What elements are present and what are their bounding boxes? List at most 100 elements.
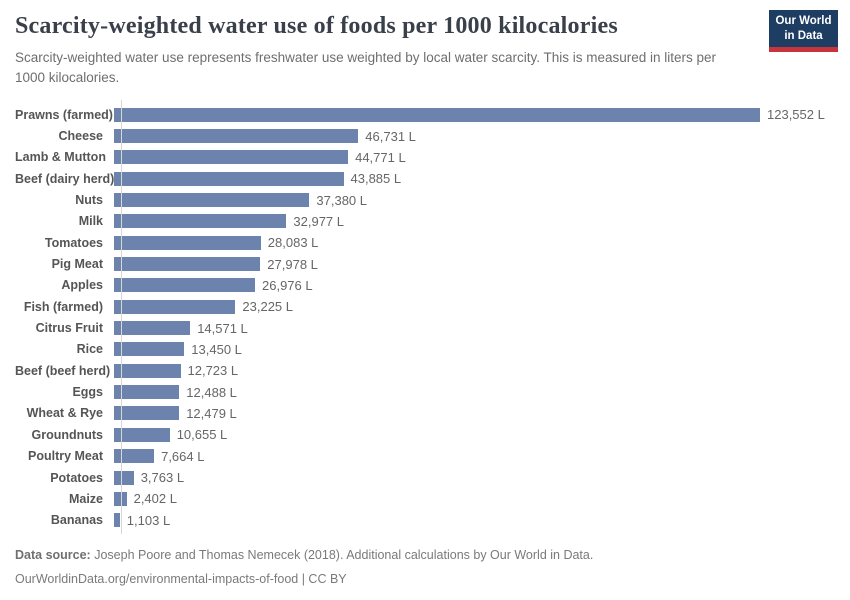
bar-track: 7,664 L [112, 449, 840, 464]
chart-row: Beef (dairy herd) 43,885 L [15, 168, 840, 189]
chart-row: Wheat & Rye 12,479 L [15, 403, 840, 424]
bar[interactable] [114, 278, 255, 293]
bar-track: 46,731 L [112, 129, 840, 144]
chart-row: Cheese 46,731 L [15, 125, 840, 146]
owid-logo-line2: in Data [784, 29, 823, 42]
value-label: 44,771 L [355, 149, 406, 165]
bar[interactable] [114, 363, 181, 378]
bar[interactable] [114, 342, 185, 357]
value-label: 23,225 L [242, 299, 293, 315]
value-label: 26,976 L [262, 277, 313, 293]
value-label: 3,763 L [140, 470, 185, 486]
bar-track: 23,225 L [112, 299, 840, 314]
data-source-line: Data source: Joseph Poore and Thomas Nem… [15, 544, 593, 568]
bar-track: 37,380 L [112, 193, 840, 208]
bar-track: 2,402 L [112, 491, 840, 506]
value-label: 32,977 L [293, 213, 344, 229]
category-label: Potatoes [50, 470, 103, 485]
category-label: Tomatoes [44, 235, 103, 250]
category-label: Nuts [75, 193, 103, 208]
category-label: Poultry Meat [27, 449, 103, 464]
value-label: 12,479 L [186, 405, 237, 421]
chart-row: Prawns (farmed) 123,552 L [15, 104, 840, 125]
bar-track: 28,083 L [112, 235, 840, 250]
value-label: 13,450 L [191, 341, 242, 357]
category-label: Pig Meat [51, 257, 103, 272]
value-label: 12,488 L [186, 384, 237, 400]
bar-track: 123,552 L [112, 107, 840, 122]
bar[interactable] [114, 491, 127, 506]
chart-row: Lamb & Mutton 44,771 L [15, 147, 840, 168]
bar[interactable] [114, 235, 261, 250]
bar[interactable] [114, 513, 120, 528]
chart-row: Tomatoes 28,083 L [15, 232, 840, 253]
chart-row: Pig Meat 27,978 L [15, 253, 840, 274]
chart-row: Bananas 1,103 L [15, 510, 840, 531]
category-label: Citrus Fruit [35, 321, 103, 336]
bar-track: 27,978 L [112, 257, 840, 272]
bar-track: 12,488 L [112, 385, 840, 400]
bar[interactable] [114, 385, 180, 400]
owid-logo: Our World in Data [769, 10, 838, 52]
chart-row: Apples 26,976 L [15, 275, 840, 296]
bar-track: 3,763 L [112, 470, 840, 485]
data-source-label: Data source: [15, 548, 91, 562]
chart-row: Poultry Meat 7,664 L [15, 446, 840, 467]
chart-header: Scarcity-weighted water use of foods per… [15, 13, 755, 89]
chart-footer: Data source: Joseph Poore and Thomas Nem… [15, 544, 593, 592]
chart-subtitle: Scarcity-weighted water use represents f… [15, 50, 717, 86]
value-label: 46,731 L [365, 128, 416, 144]
category-label: Apples [61, 278, 103, 293]
value-label: 12,723 L [187, 363, 239, 379]
chart-row: Groundnuts 10,655 L [15, 424, 840, 445]
bar-track: 10,655 L [112, 427, 840, 442]
chart-row: Nuts 37,380 L [15, 189, 840, 210]
value-label: 10,655 L [176, 427, 228, 443]
bar[interactable] [114, 470, 134, 485]
data-source-text: Joseph Poore and Thomas Nemecek (2018). … [90, 548, 594, 562]
bar[interactable] [114, 193, 310, 208]
bar[interactable] [114, 257, 261, 272]
chart-row: Milk 32,977 L [15, 211, 840, 232]
chart-row: Beef (beef herd) 12,723 L [15, 360, 840, 381]
value-label: 27,978 L [267, 256, 318, 272]
bar[interactable] [114, 449, 155, 464]
category-label: Wheat & Rye [26, 406, 103, 421]
chart-row: Maize 2,402 L [15, 488, 840, 509]
license-line: OurWorldinData.org/environmental-impacts… [15, 571, 347, 586]
chart-row: Potatoes 3,763 L [15, 467, 840, 488]
bar[interactable] [114, 129, 359, 144]
bar[interactable] [114, 321, 191, 336]
bar[interactable] [114, 406, 180, 421]
bar-track: 43,885 L [112, 171, 840, 186]
bar-chart: Prawns (farmed) 123,552 L Cheese 46,731 L La… [15, 100, 840, 534]
category-label: Prawns (farmed) [15, 107, 113, 122]
bar-track: 32,977 L [112, 214, 840, 229]
bar[interactable] [114, 150, 349, 165]
chart-row: Fish (farmed) 23,225 L [15, 296, 840, 317]
bar-track: 14,571 L [112, 321, 840, 336]
chart-row: Citrus Fruit 14,571 L [15, 317, 840, 338]
category-label: Fish (farmed) [23, 299, 103, 314]
bar[interactable] [114, 107, 760, 122]
bar[interactable] [114, 427, 170, 442]
chart-row: Rice 13,450 L [15, 339, 840, 360]
value-label: 14,571 L [197, 320, 248, 336]
bar[interactable] [114, 214, 287, 229]
bar-track: 1,103 L [112, 513, 840, 528]
owid-logo-line1: Our World [775, 14, 832, 27]
page-title: Scarcity-weighted water use of foods per… [15, 13, 618, 39]
value-label: 1,103 L [126, 512, 171, 528]
category-label: Maize [68, 491, 103, 506]
value-label: 7,664 L [161, 448, 205, 464]
bar[interactable] [114, 171, 344, 186]
value-label: 2,402 L [133, 491, 177, 507]
bar-track: 13,450 L [112, 342, 840, 357]
bar-track: 12,479 L [112, 406, 840, 421]
bar[interactable] [114, 299, 236, 314]
category-label: Lamb & Mutton [15, 150, 106, 165]
bar-track: 26,976 L [112, 278, 840, 293]
category-label: Cheese [58, 129, 103, 144]
category-label: Beef (beef herd) [15, 363, 111, 378]
value-label: 123,552 L [767, 107, 825, 123]
